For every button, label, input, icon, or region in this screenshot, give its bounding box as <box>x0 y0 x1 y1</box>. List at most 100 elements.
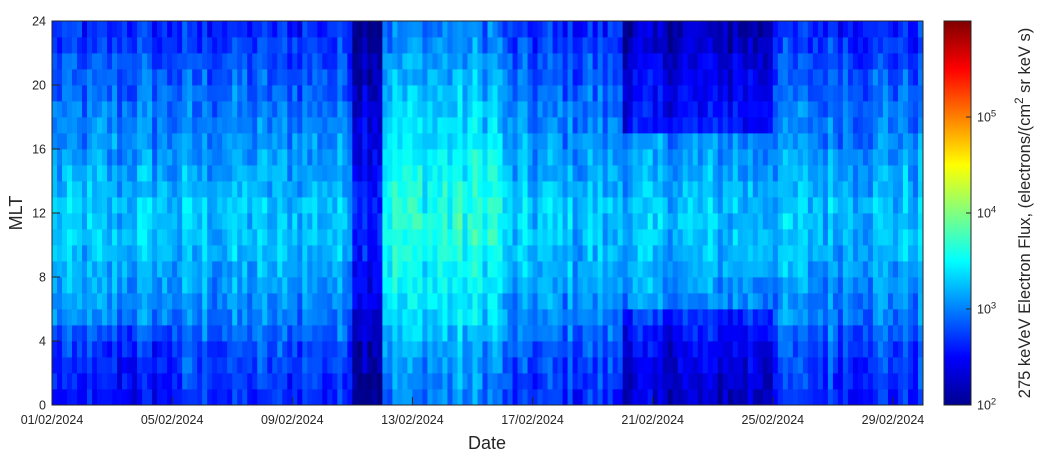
heatmap-cell <box>527 21 533 38</box>
heatmap-cell <box>802 181 809 198</box>
heatmap-cell <box>822 373 829 390</box>
heatmap-cell <box>92 101 98 118</box>
heatmap-cell <box>687 309 694 326</box>
heatmap-cell <box>732 373 739 390</box>
heatmap-cell <box>877 325 884 342</box>
heatmap-cell <box>67 357 73 374</box>
heatmap-cell <box>262 341 268 358</box>
heatmap-cell <box>207 165 213 182</box>
heatmap-cell <box>227 373 233 390</box>
heatmap-cell <box>797 69 804 86</box>
heatmap-cell <box>187 85 193 102</box>
heatmap-cell <box>417 21 423 38</box>
heatmap-cell <box>107 165 113 182</box>
heatmap-cell <box>427 325 433 342</box>
heatmap-cell <box>852 389 859 406</box>
heatmap-cell <box>742 277 749 294</box>
heatmap-cell <box>382 261 388 278</box>
heatmap-cell <box>847 325 854 342</box>
heatmap-cell <box>347 53 353 70</box>
heatmap-cell <box>817 181 824 198</box>
heatmap-cell <box>297 261 303 278</box>
heatmap-cell <box>417 373 423 390</box>
heatmap-cell <box>417 213 423 230</box>
heatmap-cell <box>417 53 423 70</box>
heatmap-cell <box>727 261 734 278</box>
heatmap-cell <box>447 37 453 54</box>
heatmap-cell <box>232 389 238 406</box>
heatmap-cell <box>702 325 709 342</box>
heatmap-cell <box>212 325 218 342</box>
x-tick-label: 01/02/2024 <box>21 413 84 427</box>
heatmap-cell <box>277 309 283 326</box>
heatmap-cell <box>552 21 558 38</box>
heatmap-cell <box>907 101 914 118</box>
heatmap-cell <box>287 309 293 326</box>
heatmap-cell <box>517 373 523 390</box>
heatmap-cell <box>322 69 328 86</box>
heatmap-cell <box>477 181 483 198</box>
heatmap-cell <box>917 165 924 182</box>
heatmap-cell <box>527 261 533 278</box>
heatmap-cell <box>342 293 348 310</box>
heatmap-cell <box>887 213 894 230</box>
heatmap-cell <box>697 293 704 310</box>
y-tick-label: 8 <box>39 271 46 285</box>
heatmap-cell <box>897 117 904 134</box>
heatmap-cell <box>222 85 228 102</box>
heatmap-cell <box>57 325 63 342</box>
heatmap-cell <box>302 309 308 326</box>
heatmap-cell <box>867 389 874 406</box>
heatmap-cell <box>817 133 824 150</box>
heatmap-cell <box>557 53 563 70</box>
heatmap-cell <box>877 149 884 166</box>
heatmap-cell <box>742 69 749 86</box>
heatmap-cell <box>887 149 894 166</box>
heatmap-cell <box>867 101 874 118</box>
heatmap-cell <box>152 133 158 150</box>
heatmap-cell <box>747 37 754 54</box>
heatmap-cell <box>657 133 664 150</box>
heatmap-cell <box>592 101 599 118</box>
heatmap-cell <box>692 341 699 358</box>
heatmap-cell <box>77 165 83 182</box>
heatmap-cell <box>682 133 689 150</box>
heatmap-cell <box>62 245 68 262</box>
heatmap-cell <box>117 53 123 70</box>
heatmap-cell <box>107 245 113 262</box>
heatmap-cell <box>782 213 789 230</box>
heatmap-cell <box>687 341 694 358</box>
heatmap-cell <box>387 373 393 390</box>
heatmap-cell <box>902 149 909 166</box>
heatmap-cell <box>107 197 113 214</box>
heatmap-cell <box>332 53 338 70</box>
heatmap-cell <box>292 37 298 54</box>
heatmap-cell <box>512 213 518 230</box>
heatmap-cell <box>737 85 744 102</box>
heatmap-cell <box>332 389 338 406</box>
heatmap-cell <box>542 357 548 374</box>
heatmap-cell <box>572 101 579 118</box>
heatmap-cell <box>347 309 353 326</box>
heatmap-cell <box>682 341 689 358</box>
heatmap-cell <box>162 213 168 230</box>
heatmap-cell <box>392 149 398 166</box>
heatmap-cell <box>877 261 884 278</box>
heatmap-cell <box>297 341 303 358</box>
heatmap-cell <box>302 69 308 86</box>
heatmap-cell <box>547 213 553 230</box>
heatmap-cell <box>247 117 253 134</box>
heatmap-cell <box>337 101 343 118</box>
heatmap-cell <box>642 245 649 262</box>
heatmap-cell <box>672 69 679 86</box>
heatmap-cell <box>827 293 834 310</box>
heatmap-cell <box>607 325 614 342</box>
heatmap-cell <box>742 117 749 134</box>
heatmap-cell <box>572 197 579 214</box>
heatmap-cell <box>237 21 243 38</box>
heatmap-cell <box>857 133 864 150</box>
heatmap-cell <box>777 181 784 198</box>
heatmap-cell <box>327 357 333 374</box>
heatmap-cell <box>707 213 714 230</box>
